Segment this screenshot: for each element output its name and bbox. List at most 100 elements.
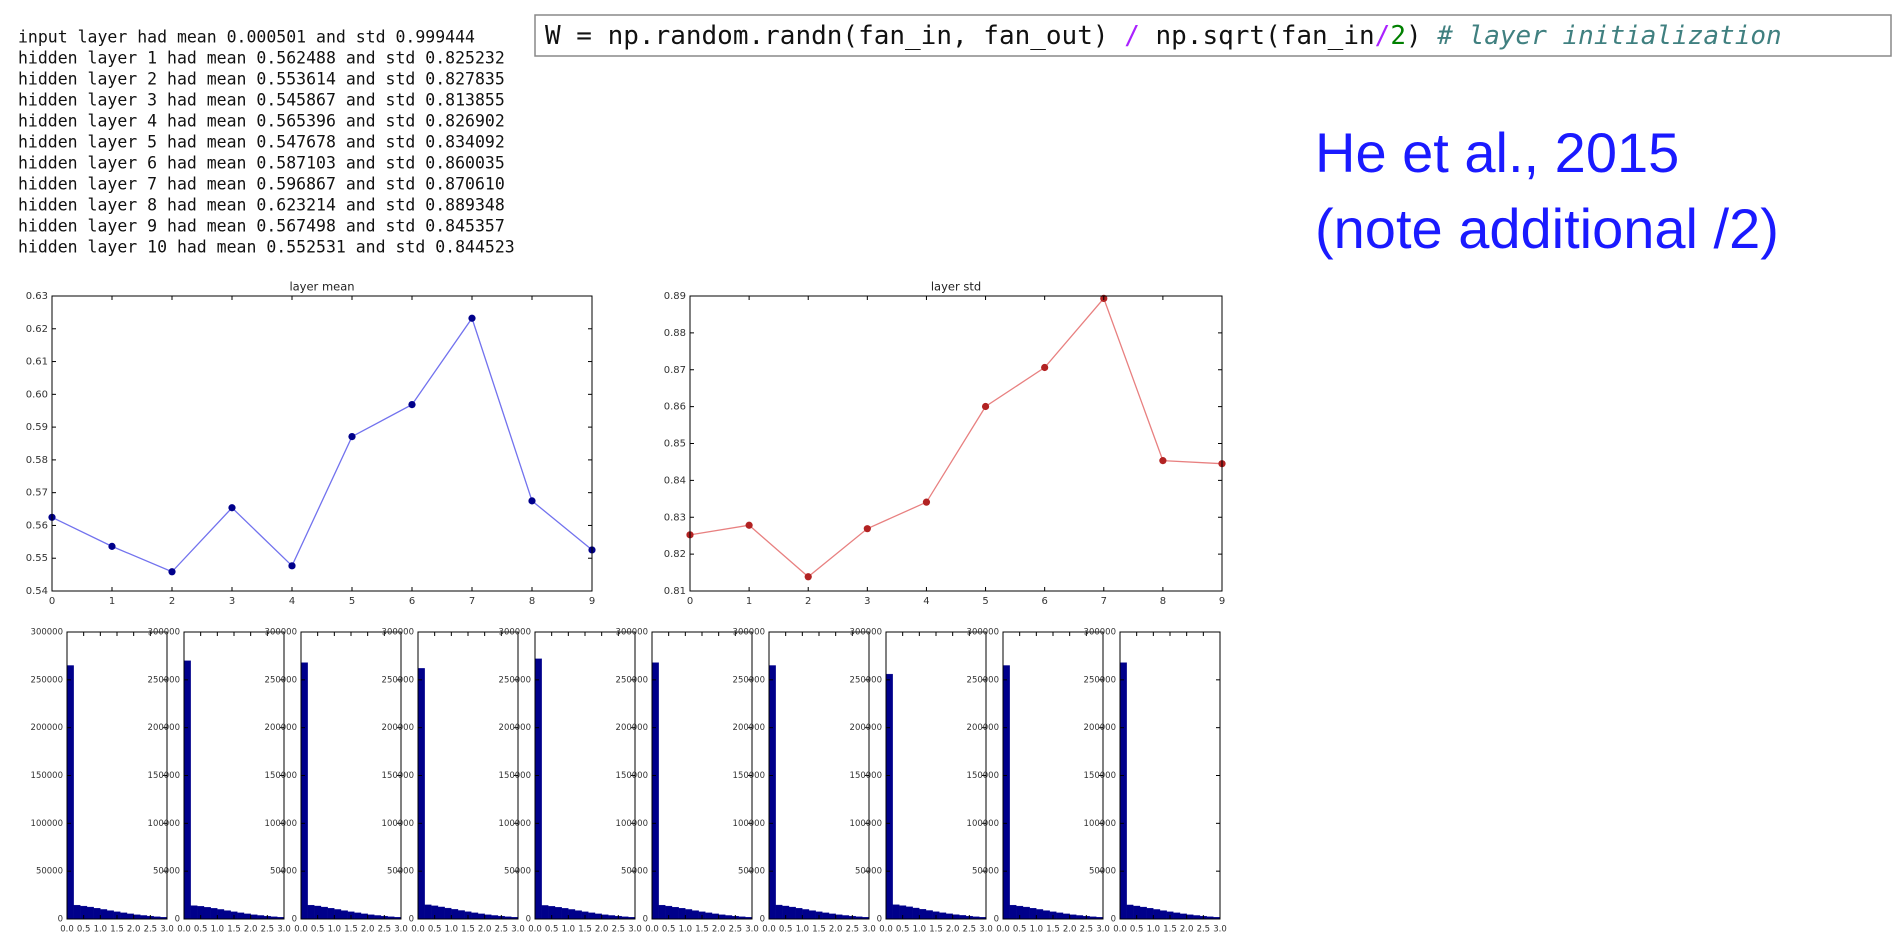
x-tick-label: 0.0 bbox=[645, 925, 659, 935]
x-tick-label: 1.0 bbox=[913, 925, 927, 935]
code-part: W = np.random.randn(fan_in, fan_out) bbox=[545, 21, 1124, 51]
histogram-bar bbox=[842, 915, 850, 920]
histogram-panel: 0 50000 100000 150000 200000 250000 300000 0.0 0… bbox=[382, 628, 525, 935]
y-tick-label: 0.85 bbox=[664, 439, 686, 450]
histogram-bar bbox=[1002, 665, 1010, 920]
histogram-bar bbox=[367, 914, 375, 920]
x-tick-label: 2.5 bbox=[1197, 925, 1211, 935]
histogram-bar bbox=[1139, 906, 1147, 920]
histogram-bar bbox=[651, 662, 659, 920]
y-tick-label: 0.84 bbox=[664, 475, 686, 486]
histogram-panel: 0 50000 100000 150000 200000 250000 300000 0.0 0… bbox=[733, 628, 876, 935]
data-line bbox=[51, 316, 593, 573]
x-tick-label: 0 bbox=[49, 596, 55, 607]
x-tick-label: 1 bbox=[746, 596, 752, 607]
histogram-bar bbox=[437, 906, 445, 920]
y-tick-label: 0.87 bbox=[664, 365, 686, 376]
x-tick-label: 2.0 bbox=[244, 925, 258, 935]
log-line: hidden layer 3 had mean 0.545867 and std… bbox=[18, 91, 505, 110]
x-tick-label: 8 bbox=[1160, 596, 1166, 607]
y-tick-label: 0.57 bbox=[26, 488, 48, 499]
axes-frame bbox=[51, 295, 593, 592]
y-tick-label: 0 bbox=[643, 915, 648, 925]
x-tick-label: 2.5 bbox=[261, 925, 275, 935]
histogram-bar bbox=[775, 904, 783, 920]
data-point bbox=[981, 402, 990, 411]
histogram-panel: 0 50000 100000 150000 200000 250000 300000 0.0 0… bbox=[616, 628, 759, 935]
x-tick-label: 0.0 bbox=[528, 925, 542, 935]
log-output: input layer had mean 0.000501 and std 0.… bbox=[18, 28, 515, 257]
y-tick-label: 0 bbox=[877, 915, 882, 925]
y-tick-label: 150000 bbox=[148, 771, 180, 781]
y-tick-label: 200000 bbox=[499, 723, 531, 733]
y-tick-label: 300000 bbox=[1084, 628, 1116, 638]
x-tick-label: 1.0 bbox=[1030, 925, 1044, 935]
histogram-bar bbox=[327, 908, 335, 920]
x-tick-label: 1.0 bbox=[94, 925, 108, 935]
histogram-bar bbox=[183, 660, 191, 920]
plot-area bbox=[690, 296, 1222, 591]
x-tick-label: 3.0 bbox=[394, 925, 408, 935]
x-tick-label: 3 bbox=[229, 596, 235, 607]
plot-area bbox=[301, 632, 401, 919]
histogram-bar bbox=[1153, 909, 1161, 920]
histogram-bar bbox=[705, 912, 713, 920]
histogram-bar bbox=[210, 908, 218, 920]
x-tick-label: 3.0 bbox=[979, 925, 993, 935]
x-tick-label: 1.0 bbox=[679, 925, 693, 935]
y-tick-label: 50000 bbox=[504, 867, 531, 877]
y-tick-label: 200000 bbox=[733, 723, 765, 733]
x-tick-label: 2.0 bbox=[1180, 925, 1194, 935]
histogram-bar bbox=[100, 909, 108, 920]
histogram-bar bbox=[828, 913, 836, 920]
histogram-bar bbox=[1022, 906, 1030, 920]
x-tick-label: 2.0 bbox=[127, 925, 141, 935]
y-tick-label: 150000 bbox=[1084, 771, 1116, 781]
note-line: He et al., 2015 bbox=[1315, 121, 1679, 184]
x-tick-label: 9 bbox=[589, 596, 595, 607]
y-tick-label: 100000 bbox=[616, 819, 648, 829]
histogram-bar bbox=[133, 914, 141, 920]
y-tick-label: 50000 bbox=[972, 867, 999, 877]
x-tick-label: 2.0 bbox=[712, 925, 726, 935]
log-line: hidden layer 1 had mean 0.562488 and std… bbox=[18, 49, 505, 68]
histogram-bar bbox=[658, 904, 666, 920]
histogram-bar bbox=[725, 915, 733, 920]
histogram-bar bbox=[905, 906, 913, 920]
x-tick-label: 2.0 bbox=[478, 925, 492, 935]
x-tick-label: 0.0 bbox=[411, 925, 425, 935]
log-line: input layer had mean 0.000501 and std 0.… bbox=[18, 28, 475, 47]
y-tick-label: 0.81 bbox=[664, 586, 686, 597]
histogram-panel: 0 50000 100000 150000 200000 250000 300000 0.0 0… bbox=[31, 628, 174, 935]
code-operator: / bbox=[1375, 21, 1391, 51]
x-tick-label: 2.0 bbox=[361, 925, 375, 935]
histogram-bar bbox=[685, 909, 693, 920]
histogram-bar bbox=[120, 912, 128, 920]
log-line: hidden layer 10 had mean 0.552531 and st… bbox=[18, 238, 515, 257]
histogram-bar bbox=[140, 915, 148, 920]
plot-area bbox=[1003, 632, 1103, 919]
log-line: hidden layer 2 had mean 0.553614 and std… bbox=[18, 70, 505, 89]
y-tick-label: 200000 bbox=[265, 723, 297, 733]
x-tick-label: 1.5 bbox=[1163, 925, 1177, 935]
log-line: hidden layer 8 had mean 0.623214 and std… bbox=[18, 196, 505, 215]
x-tick-label: 1.0 bbox=[1147, 925, 1161, 935]
histogram-bar bbox=[444, 907, 452, 920]
y-tick-label: 150000 bbox=[733, 771, 765, 781]
histogram-bar bbox=[300, 662, 308, 920]
y-tick-label: 250000 bbox=[733, 675, 765, 685]
note-line: (note additional /2) bbox=[1315, 197, 1779, 260]
code-part: np.sqrt(fan_in bbox=[1140, 21, 1375, 51]
y-tick-label: 50000 bbox=[153, 867, 180, 877]
histogram-bar bbox=[106, 910, 114, 920]
x-tick-label: 0.5 bbox=[77, 925, 91, 935]
histogram-bar bbox=[795, 908, 803, 920]
histogram-bar bbox=[484, 914, 492, 920]
histogram-bar bbox=[354, 912, 362, 920]
histogram-bar bbox=[73, 904, 81, 920]
y-tick-label: 150000 bbox=[31, 771, 63, 781]
x-tick-label: 2.5 bbox=[846, 925, 860, 935]
x-tick-label: 9 bbox=[1219, 596, 1225, 607]
histogram-bar bbox=[608, 915, 616, 920]
x-tick-label: 3.0 bbox=[745, 925, 759, 935]
